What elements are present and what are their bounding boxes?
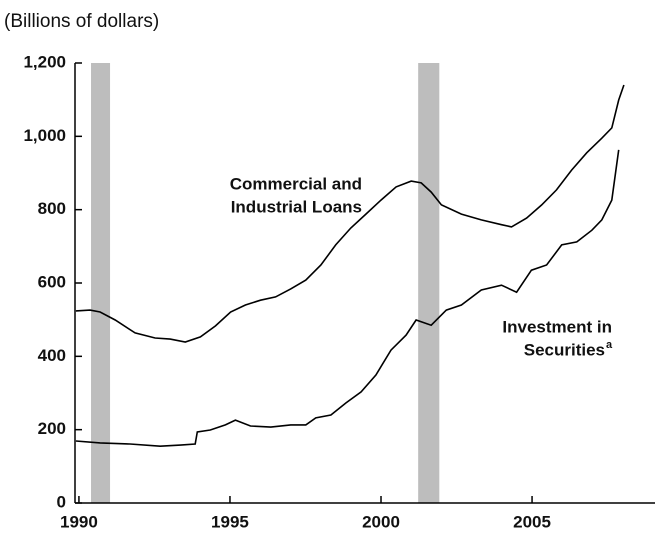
y-tick-label: 400 <box>38 346 66 365</box>
series-label: Industrial Loans <box>231 197 362 216</box>
series-label: Investment in <box>502 317 612 336</box>
y-tick-label: 0 <box>57 492 66 511</box>
recession-band <box>418 63 440 503</box>
x-tick-label: 2000 <box>362 512 400 531</box>
x-tick-label: 2005 <box>513 512 551 531</box>
y-tick-label: 200 <box>38 419 66 438</box>
chart-subtitle: (Billions of dollars) <box>4 11 159 32</box>
x-tick-label: 1995 <box>211 512 249 531</box>
series-label: Commercial and <box>230 174 362 193</box>
note-mark: a <box>606 339 613 351</box>
series-label: Securities <box>524 340 605 359</box>
recession-band <box>91 63 111 503</box>
x-tick-label: 1990 <box>60 512 98 531</box>
y-tick-label: 800 <box>38 199 66 218</box>
y-tick-label: 1,200 <box>23 52 66 71</box>
series-line <box>75 149 620 448</box>
series-line <box>75 84 625 343</box>
y-tick-label: 600 <box>38 272 66 291</box>
y-tick-label: 1,000 <box>23 126 66 145</box>
